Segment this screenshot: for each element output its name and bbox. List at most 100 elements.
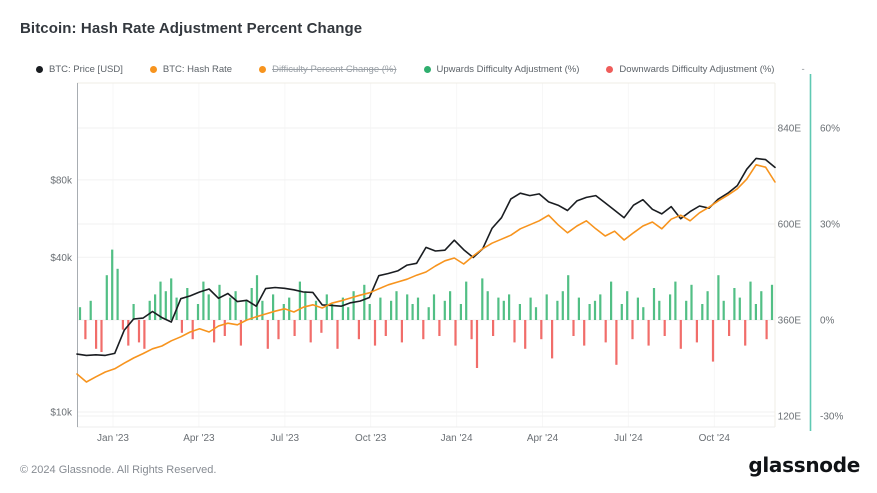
downward-adjustment-bar (695, 320, 698, 343)
upward-adjustment-bar (690, 284, 693, 320)
downward-adjustment-bar (524, 320, 527, 349)
upward-adjustment-bar (754, 304, 757, 320)
downward-adjustment-bar (100, 320, 103, 352)
legend-item-3[interactable]: Upwards Difficulty Adjustment (%) (423, 64, 580, 75)
downward-adjustment-bar (454, 320, 457, 346)
upward-adjustment-bar (534, 307, 538, 320)
upward-adjustment-bar (170, 278, 173, 320)
upward-adjustment-bar (567, 275, 570, 320)
upward-adjustment-bar (164, 291, 167, 320)
upward-adjustment-bar (341, 297, 344, 320)
upward-adjustment-bar (626, 291, 629, 320)
x-axis-label: Oct '24 (699, 433, 731, 444)
upward-adjustment-bar (411, 304, 414, 320)
legend-item-1[interactable]: BTC: Hash Rate (149, 64, 232, 75)
upward-adjustment-bar (717, 275, 720, 320)
upward-adjustment-bar (733, 288, 736, 320)
legend-dot (149, 66, 157, 73)
x-axis-label: Jan '24 (441, 433, 473, 444)
upward-adjustment-bar (111, 249, 114, 320)
legend: BTC: Price [USD] BTC: Hash Rate Difficulty… (36, 64, 805, 75)
legend-label: - (801, 64, 805, 75)
legend-item-4[interactable]: Downwards Difficulty Adjustment (%) (606, 64, 774, 75)
downward-adjustment-bar (728, 320, 731, 336)
downward-adjustment-bar (513, 320, 516, 343)
price-axis-label: $10k (50, 408, 73, 419)
upward-adjustment-bar (132, 304, 135, 320)
percent-axis-label: 60% (820, 124, 840, 135)
x-axis-label: Jan '23 (97, 433, 129, 444)
upward-adjustment-bar (652, 288, 656, 320)
legend-dot (259, 66, 267, 73)
upward-adjustment-bar (207, 294, 210, 320)
upward-adjustment-bar (245, 300, 248, 320)
upward-adjustment-bar (116, 268, 119, 320)
x-axis-label: Apr '23 (183, 433, 215, 444)
downward-adjustment-bar (711, 320, 715, 362)
upward-adjustment-bar (148, 300, 151, 320)
upward-adjustment-bar (379, 297, 382, 320)
hashrate-axis-label: 360E (778, 316, 802, 327)
upward-adjustment-bar (443, 300, 446, 320)
upward-adjustment-bar (78, 307, 82, 320)
hashrate-axis-label: 600E (778, 220, 802, 231)
legend-label: Downwards Difficulty Adjustment (%) (619, 64, 775, 75)
downward-adjustment-bar (679, 320, 682, 349)
legend-item-0[interactable]: BTC: Price [USD] (36, 64, 123, 75)
upward-adjustment-bar (186, 288, 189, 320)
upward-adjustment-bar (760, 291, 763, 320)
x-axis-label: Apr '24 (527, 433, 559, 444)
legend-label: Upwards Difficulty Adjustment (%) (436, 64, 580, 75)
legend-label: Difficulty Percent Change (%) (272, 64, 397, 75)
upward-adjustment-bar (432, 294, 436, 320)
upward-adjustment-bar (234, 291, 237, 320)
downward-adjustment-bar (336, 320, 339, 349)
legend-separator: - (801, 64, 804, 75)
hashrate-axis-label: 120E (778, 412, 802, 423)
downward-adjustment-bar (492, 320, 495, 336)
upward-adjustment-bar (636, 297, 639, 320)
percent-axis-label: 30% (820, 220, 840, 231)
downward-adjustment-bar (384, 320, 387, 336)
upward-adjustment-bar (502, 300, 505, 320)
upward-adjustment-bar (331, 304, 334, 320)
upward-adjustment-bar (620, 304, 623, 320)
upward-adjustment-bar (154, 294, 157, 320)
upward-adjustment-bar (282, 304, 285, 320)
downward-adjustment-bar (422, 320, 425, 340)
downward-adjustment-bar (357, 320, 360, 340)
downward-adjustment-bar (143, 320, 146, 349)
downward-adjustment-bar (127, 320, 130, 346)
upward-adjustment-bar (105, 275, 108, 320)
upward-adjustment-bar (706, 291, 709, 320)
upward-adjustment-bar (325, 294, 328, 320)
legend-item-2[interactable]: Difficulty Percent Change (%) (259, 64, 397, 75)
upward-adjustment-bar (770, 284, 774, 320)
upward-adjustment-bar (669, 294, 672, 320)
upward-adjustment-bar (497, 297, 500, 320)
downward-adjustment-bar (180, 320, 183, 333)
upward-adjustment-bar (701, 304, 704, 320)
downward-adjustment-bar (239, 320, 242, 346)
upward-adjustment-bar (465, 281, 468, 320)
upward-adjustment-bar (395, 291, 398, 320)
upward-adjustment-bar (406, 294, 409, 320)
upward-adjustment-bar (368, 304, 371, 320)
downward-adjustment-bar (615, 320, 618, 365)
upward-adjustment-bar (298, 281, 301, 320)
upward-adjustment-bar (685, 300, 688, 320)
downward-adjustment-bar (438, 320, 441, 336)
upward-adjustment-bar (481, 278, 484, 320)
upward-adjustment-bar (159, 281, 162, 320)
downward-adjustment-bar (604, 320, 607, 343)
downward-adjustment-bar (551, 320, 554, 359)
upward-adjustment-bar (658, 300, 661, 320)
legend-label: BTC: Price [USD] (49, 64, 123, 75)
downward-adjustment-bar (277, 320, 280, 340)
upward-adjustment-bar (202, 281, 205, 320)
downward-adjustment-bar (583, 320, 586, 346)
upward-adjustment-bar (416, 297, 420, 320)
upward-adjustment-bar (229, 297, 232, 320)
